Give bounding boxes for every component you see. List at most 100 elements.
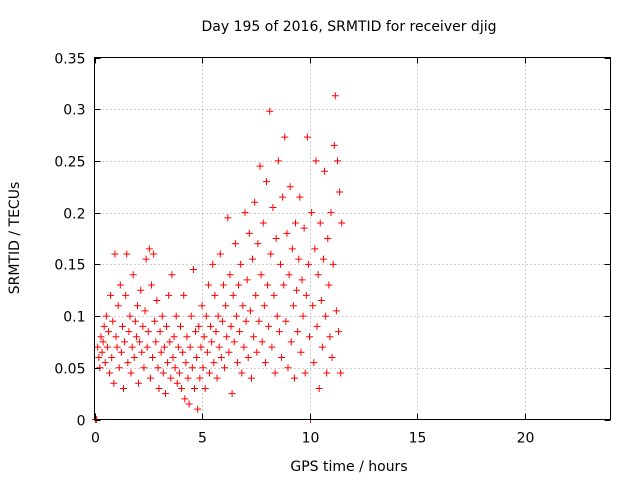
data-point (150, 250, 158, 258)
data-point (188, 364, 196, 372)
data-point (312, 157, 320, 165)
data-point (178, 384, 186, 392)
data-point (333, 157, 341, 165)
data-point (329, 260, 337, 268)
data-point (98, 348, 106, 356)
data-point (164, 359, 172, 367)
data-point (114, 302, 122, 310)
data-point (298, 276, 306, 284)
data-point (187, 312, 195, 320)
data-point (154, 364, 162, 372)
data-point (135, 379, 143, 387)
data-point (108, 353, 116, 361)
data-point (338, 219, 346, 227)
data-point (287, 338, 295, 346)
data-point (153, 297, 161, 305)
data-point (266, 107, 274, 115)
data-point (267, 250, 275, 258)
data-point (260, 302, 268, 310)
data-point (96, 364, 104, 372)
data-point (117, 348, 125, 356)
data-point (261, 359, 269, 367)
data-point (270, 291, 278, 299)
data-point (106, 369, 114, 377)
data-point (211, 291, 219, 299)
data-point (265, 322, 273, 330)
data-point (302, 291, 310, 299)
grid-lines (94, 57, 611, 420)
data-point (319, 255, 327, 263)
data-point (269, 203, 277, 211)
data-point (331, 92, 339, 100)
data-point (95, 353, 103, 361)
data-point (115, 364, 123, 372)
data-point (113, 343, 121, 351)
data-point (241, 209, 249, 217)
data-point (226, 271, 234, 279)
data-point (142, 255, 150, 263)
data-point (286, 183, 294, 191)
data-point (195, 322, 203, 330)
data-point (268, 343, 276, 351)
data-point (128, 343, 136, 351)
data-point (218, 317, 226, 325)
data-point (125, 328, 133, 336)
data-point (157, 348, 165, 356)
data-point (295, 255, 303, 263)
data-point (258, 338, 266, 346)
data-point (240, 343, 248, 351)
data-point (136, 338, 144, 346)
data-point (228, 390, 236, 398)
data-point (280, 281, 288, 289)
y-tick-label: 0.3 (63, 103, 85, 119)
data-point (185, 400, 193, 408)
data-point (313, 322, 321, 330)
data-point (168, 271, 176, 279)
data-point (163, 322, 171, 330)
data-point (207, 322, 215, 330)
data-point (224, 214, 232, 222)
data-point (294, 328, 302, 336)
data-point (259, 219, 267, 227)
data-point (274, 157, 282, 165)
data-point (327, 209, 335, 217)
data-point (231, 240, 239, 248)
data-point (282, 317, 290, 325)
data-point (138, 348, 146, 356)
data-point (317, 297, 325, 305)
data-point (325, 281, 333, 289)
y-tick-label: 0.25 (54, 155, 85, 171)
data-point (299, 312, 307, 320)
data-point (137, 286, 145, 294)
data-point (208, 338, 216, 346)
data-points (92, 92, 346, 423)
data-point (180, 291, 188, 299)
data-point (104, 328, 112, 336)
data-point (123, 250, 131, 258)
data-point (304, 260, 312, 268)
data-point (182, 359, 190, 367)
data-point (225, 348, 233, 356)
data-point (171, 364, 179, 372)
data-point (301, 369, 309, 377)
data-point (166, 338, 174, 346)
data-point (292, 219, 300, 227)
data-point (200, 333, 208, 341)
data-point (189, 266, 197, 274)
data-point (159, 369, 167, 377)
data-point (222, 302, 230, 310)
data-point (196, 374, 204, 382)
data-point (160, 343, 168, 351)
data-point (127, 369, 135, 377)
data-point (203, 348, 211, 356)
data-point (255, 317, 263, 325)
x-tick-label: 15 (409, 431, 427, 447)
data-point (276, 260, 284, 268)
data-point (201, 384, 209, 392)
data-point (184, 374, 192, 382)
x-tick-label: 10 (302, 431, 320, 447)
data-point (145, 245, 153, 253)
data-point (309, 302, 317, 310)
data-point (192, 328, 200, 336)
